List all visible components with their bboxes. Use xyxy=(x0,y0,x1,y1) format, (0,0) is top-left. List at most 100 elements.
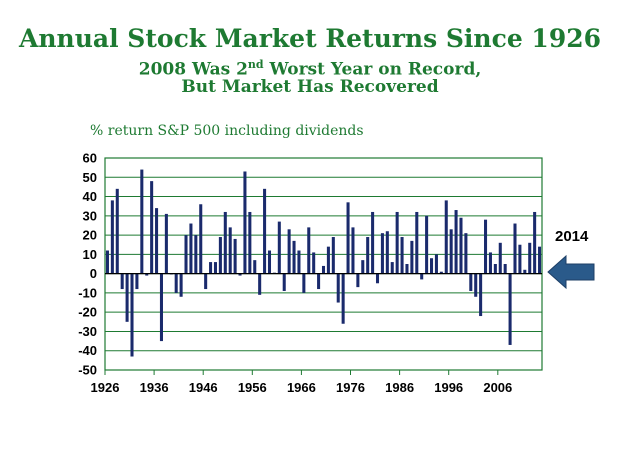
bar xyxy=(267,250,272,274)
bar xyxy=(145,273,149,276)
bar xyxy=(375,273,380,284)
bar xyxy=(292,240,296,274)
bar xyxy=(523,269,527,274)
bar xyxy=(341,273,345,324)
bar xyxy=(390,262,394,274)
bar xyxy=(405,264,409,274)
x-tick-label: 2006 xyxy=(483,380,512,395)
bar xyxy=(130,273,134,357)
bar xyxy=(479,273,483,317)
bar xyxy=(469,273,473,291)
bar xyxy=(189,223,193,274)
bar xyxy=(179,273,183,297)
bar xyxy=(488,252,492,274)
bar xyxy=(204,273,208,290)
y-tick-label: 40 xyxy=(83,189,97,204)
bar xyxy=(199,204,203,274)
bar xyxy=(361,260,365,274)
bars xyxy=(105,169,542,357)
bar xyxy=(209,262,213,274)
y-tick-label: 10 xyxy=(83,247,97,262)
bar xyxy=(312,252,316,274)
bar xyxy=(528,242,532,274)
bar xyxy=(331,237,335,274)
callout-year-label: 2014 xyxy=(555,228,589,245)
chart-subtitle-line2: But Market Has Recovered xyxy=(181,77,439,97)
bar xyxy=(110,200,114,274)
y-tick-label: 20 xyxy=(83,228,97,243)
bar xyxy=(434,254,438,274)
bar xyxy=(321,265,326,274)
y-tick-label: -50 xyxy=(78,363,97,378)
bar xyxy=(194,235,198,274)
bar xyxy=(277,221,281,274)
bar xyxy=(420,273,424,280)
x-tick-label: 1976 xyxy=(336,380,365,395)
bar xyxy=(508,273,512,345)
bar xyxy=(493,264,497,274)
bar xyxy=(336,273,340,303)
bar xyxy=(385,231,389,274)
y-axis-label: % return S&P 500 including dividends xyxy=(90,123,364,139)
bar xyxy=(213,262,217,274)
x-tick-label: 1986 xyxy=(385,380,414,395)
bar xyxy=(307,227,311,274)
x-tick-label: 1966 xyxy=(287,380,316,395)
x-tick-label: 1936 xyxy=(140,380,169,395)
y-tick-label: 0 xyxy=(90,266,97,281)
bar xyxy=(425,215,429,274)
bar xyxy=(135,273,139,290)
y-tick-label: 60 xyxy=(83,151,97,166)
x-tick-label: 1996 xyxy=(434,380,463,395)
bar xyxy=(263,188,267,274)
bar xyxy=(444,200,448,274)
subtitle-superscript: nd xyxy=(247,58,264,71)
bar xyxy=(410,240,414,274)
x-tick-labels: 1926 1936 1946 1956 1966 1976 1986 1996 2006 xyxy=(91,380,513,395)
bar xyxy=(159,273,163,342)
bar xyxy=(366,237,370,274)
bar xyxy=(218,237,222,274)
bar xyxy=(415,211,419,274)
bar xyxy=(174,273,178,293)
bar xyxy=(371,211,375,274)
subtitle-part-b: Worst Year on Record, xyxy=(263,59,482,80)
bar xyxy=(228,227,232,274)
bar xyxy=(459,217,463,274)
subtitle-part-a: 2008 Was 2 xyxy=(138,59,248,80)
x-tick-label: 1926 xyxy=(91,380,120,395)
bar xyxy=(317,273,321,290)
bar xyxy=(233,238,237,274)
bar xyxy=(184,235,188,274)
left-arrow-icon xyxy=(547,254,595,290)
y-tick-label: -10 xyxy=(78,285,97,300)
bar xyxy=(498,242,502,274)
y-tick-label: 50 xyxy=(83,170,97,185)
plot-frame xyxy=(104,157,543,371)
bar xyxy=(430,258,434,274)
x-tick-label: 1946 xyxy=(189,380,218,395)
bar xyxy=(351,227,355,274)
bar xyxy=(150,181,154,274)
y-tick-label: -40 xyxy=(78,343,97,358)
bar xyxy=(115,188,119,274)
bar xyxy=(380,233,384,274)
chart-subtitle-line1: 2008 Was 2nd Worst Year on Record, xyxy=(0,55,620,80)
axes xyxy=(104,157,543,375)
bar xyxy=(258,273,262,295)
bar xyxy=(297,250,301,274)
bar xyxy=(464,233,468,274)
bar xyxy=(474,273,478,297)
bar xyxy=(238,273,242,276)
bar xyxy=(454,210,458,274)
bar xyxy=(282,273,286,291)
bar xyxy=(484,219,488,274)
bar xyxy=(287,229,291,274)
bar xyxy=(155,208,159,274)
bar xyxy=(105,250,109,274)
bar xyxy=(439,271,443,274)
y-tick-label: 30 xyxy=(83,208,97,223)
bar xyxy=(164,213,168,274)
bar xyxy=(125,273,129,322)
